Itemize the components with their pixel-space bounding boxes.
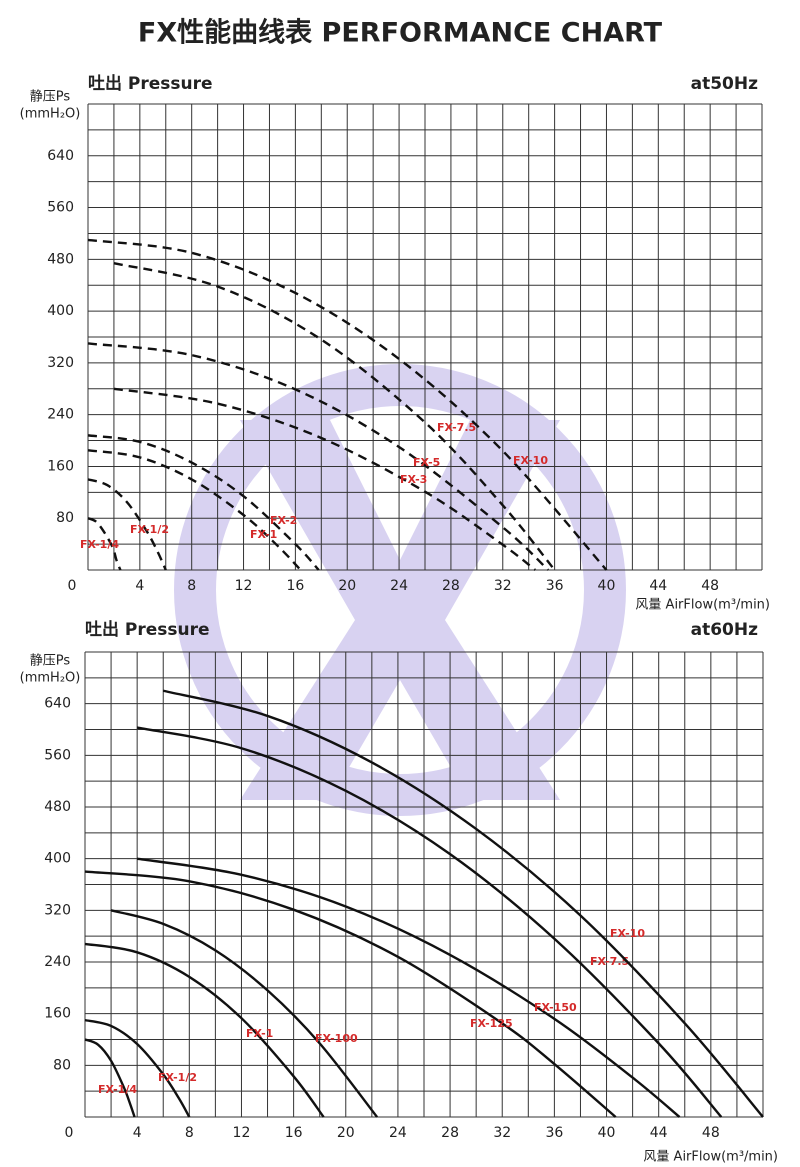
x-tick-label: 12 xyxy=(233,1125,251,1141)
performance-curve xyxy=(113,387,536,571)
x-tick-label: 24 xyxy=(390,578,408,594)
y-tick-label: 80 xyxy=(53,1057,71,1073)
y-tick-label: 480 xyxy=(44,799,71,815)
y-tick-label: 560 xyxy=(47,200,74,216)
origin-label: 0 xyxy=(68,578,77,594)
x-tick-label: 28 xyxy=(442,578,460,594)
performance-curve xyxy=(136,857,681,1118)
x-tick-label: 44 xyxy=(650,1125,668,1141)
x-tick-label: 36 xyxy=(545,1125,563,1141)
curve-label: FX-7.5 xyxy=(590,955,629,968)
x-tick-label: 8 xyxy=(187,578,196,594)
curve-label: FX-3 xyxy=(400,473,427,486)
y-tick-label: 240 xyxy=(47,407,74,423)
y-tick-label: 640 xyxy=(44,696,71,712)
curve-label: FX-125 xyxy=(470,1017,513,1030)
y-tick-label: 80 xyxy=(56,510,74,526)
curve-label: FX-100 xyxy=(315,1032,358,1045)
performance-curve xyxy=(87,238,608,571)
x-tick-label: 32 xyxy=(494,578,512,594)
x-tick-label: 4 xyxy=(135,578,144,594)
curve-label: FX-1/2 xyxy=(130,523,169,536)
performance-curve xyxy=(136,726,723,1118)
performance-curve xyxy=(87,478,167,571)
curve-label: FX-10 xyxy=(513,454,548,467)
chart-subtitle: at50Hz xyxy=(691,74,758,94)
performance-curve xyxy=(84,870,617,1118)
origin-label: 0 xyxy=(65,1125,74,1141)
curve-label: FX-5 xyxy=(413,456,440,469)
x-tick-label: 28 xyxy=(441,1125,459,1141)
x-tick-label: 12 xyxy=(235,578,253,594)
y-tick-label: 160 xyxy=(47,458,74,474)
x-tick-label: 40 xyxy=(598,578,616,594)
page-title: FX性能曲线表 PERFORMANCE CHART xyxy=(138,17,663,49)
y-axis-label: 静压Ps xyxy=(30,654,71,669)
curve-label: FX-1 xyxy=(246,1027,273,1040)
y-tick-label: 320 xyxy=(44,902,71,918)
y-tick-label: 160 xyxy=(44,1006,71,1022)
x-tick-label: 40 xyxy=(598,1125,616,1141)
y-tick-label: 320 xyxy=(47,355,74,371)
curve-label: FX-10 xyxy=(610,927,645,940)
curve-label: FX-1/4 xyxy=(98,1083,137,1096)
performance-curve xyxy=(87,434,320,571)
y-tick-label: 240 xyxy=(44,954,71,970)
chart-title: 吐出 Pressure xyxy=(85,619,210,640)
performance-curve xyxy=(162,689,764,1118)
performance-curve xyxy=(87,517,122,571)
x-axis-label: 风量 AirFlow(m³/min) xyxy=(643,1150,778,1165)
performance-curve xyxy=(87,449,302,571)
x-tick-label: 48 xyxy=(701,578,719,594)
curve-label: FX-2 xyxy=(270,514,297,527)
curve-label: FX-1/2 xyxy=(158,1071,197,1084)
x-tick-label: 4 xyxy=(133,1125,142,1141)
x-axis-label: 风量 AirFlow(m³/min) xyxy=(635,598,770,613)
y-axis-unit: (mmH₂O) xyxy=(20,107,81,122)
performance-curve xyxy=(84,1038,136,1118)
x-tick-label: 36 xyxy=(546,578,564,594)
performance-curve xyxy=(87,342,549,571)
x-tick-label: 16 xyxy=(285,1125,303,1141)
x-tick-label: 32 xyxy=(493,1125,511,1141)
x-tick-label: 24 xyxy=(389,1125,407,1141)
x-tick-label: 20 xyxy=(337,1125,355,1141)
performance-curve xyxy=(110,909,379,1118)
x-tick-label: 20 xyxy=(338,578,356,594)
y-axis-unit: (mmH₂O) xyxy=(20,671,81,686)
x-tick-label: 44 xyxy=(649,578,667,594)
performance-curve xyxy=(84,1018,191,1118)
curve-label: FX-1 xyxy=(250,528,277,541)
y-tick-label: 400 xyxy=(44,851,71,867)
chart-subtitle: at60Hz xyxy=(691,620,758,640)
performance-curve xyxy=(84,942,325,1118)
curve-label: FX-7.5 xyxy=(437,421,476,434)
y-tick-label: 400 xyxy=(47,303,74,319)
x-tick-label: 8 xyxy=(185,1125,194,1141)
y-tick-label: 480 xyxy=(47,251,74,267)
x-tick-label: 16 xyxy=(286,578,304,594)
chart-title: 吐出 Pressure xyxy=(88,73,213,94)
y-axis-label: 静压Ps xyxy=(30,90,71,105)
x-tick-label: 48 xyxy=(702,1125,720,1141)
curve-label: FX-150 xyxy=(534,1001,577,1014)
y-tick-label: 560 xyxy=(44,747,71,763)
curve-label: FX-1/4 xyxy=(80,538,119,551)
performance-curve xyxy=(113,262,556,571)
y-tick-label: 640 xyxy=(47,148,74,164)
